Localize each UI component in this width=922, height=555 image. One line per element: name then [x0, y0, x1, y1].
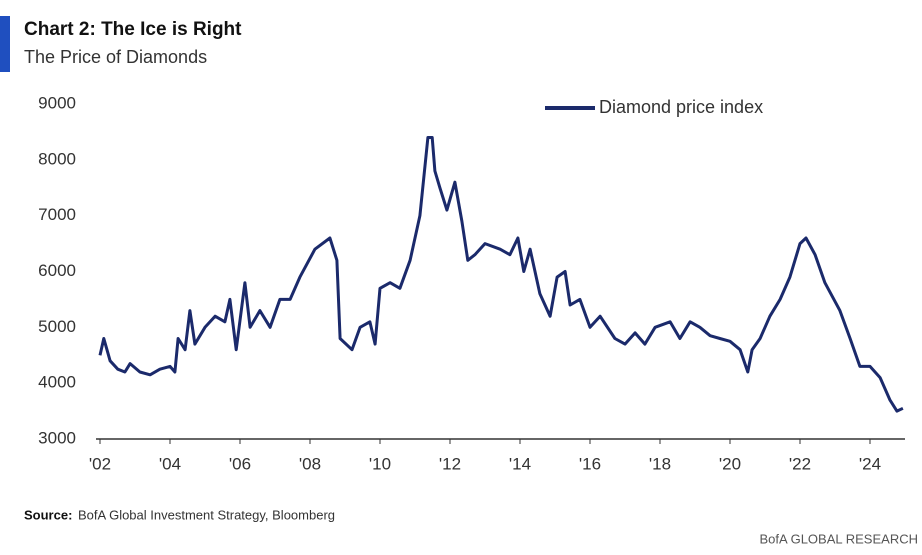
accent-bar — [0, 16, 10, 72]
x-tick-label: '20 — [719, 454, 741, 473]
x-tick-label: '08 — [299, 454, 321, 473]
x-tick-label: '16 — [579, 454, 601, 473]
x-tick-label: '12 — [439, 454, 461, 473]
source: BofA Global Investment Strategy, Bloombe… — [78, 507, 335, 522]
y-tick-label: 7000 — [38, 205, 76, 224]
y-tick-label: 5000 — [38, 317, 76, 336]
x-tick-label: '04 — [159, 454, 181, 473]
y-tick-label: 4000 — [38, 373, 76, 392]
series-line — [98, 136, 904, 413]
x-tick-label: '18 — [649, 454, 671, 473]
x-tick-label: '10 — [369, 454, 391, 473]
y-tick-label: 8000 — [38, 149, 76, 168]
x-tick-label: '06 — [229, 454, 251, 473]
y-tick-label: 3000 — [38, 428, 76, 447]
footer: BofA GLOBAL RESEARCH — [760, 531, 918, 546]
x-tick-label: '22 — [789, 454, 811, 473]
y-tick-label: 9000 — [38, 93, 76, 112]
legend-label: Diamond price index — [599, 97, 763, 117]
x-tick-label: '24 — [859, 454, 881, 473]
chart-title: Chart 2: The Ice is Right — [24, 19, 242, 40]
source-label: Source: — [24, 507, 72, 522]
chart-subtitle: The Price of Diamonds — [24, 47, 207, 67]
x-tick-label: '14 — [509, 454, 531, 473]
y-tick-label: 6000 — [38, 261, 76, 280]
x-tick-label: '02 — [89, 454, 111, 473]
